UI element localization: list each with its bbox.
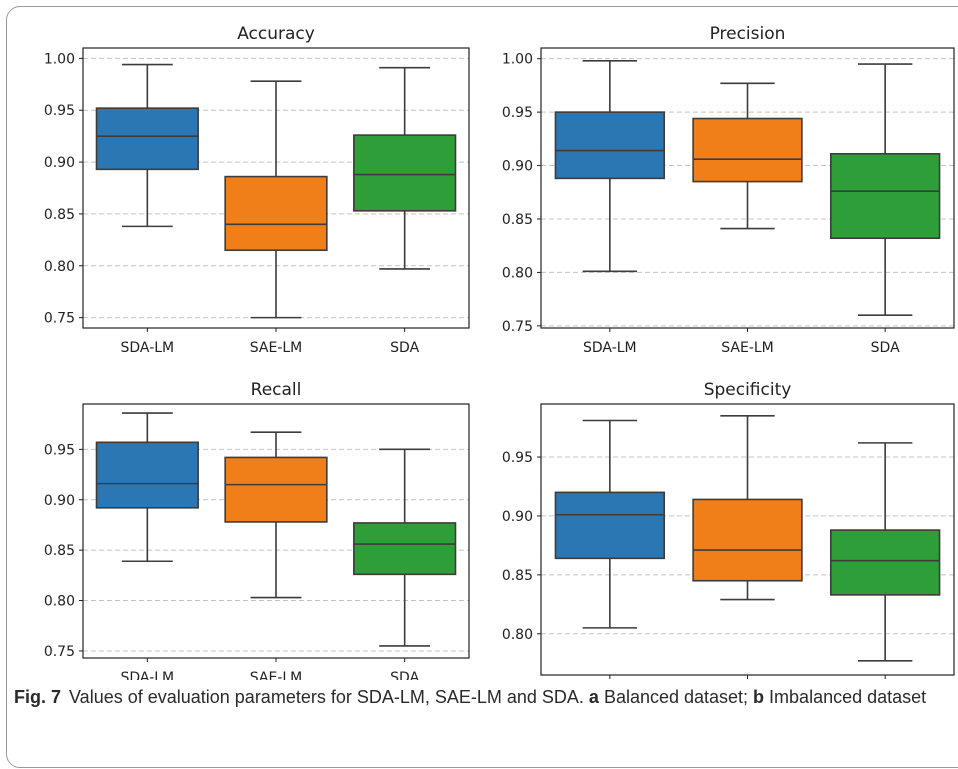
y-tick-label: 0.90	[502, 159, 533, 175]
y-tick-label: 0.75	[502, 319, 533, 335]
box-body	[692, 498, 803, 582]
box-body	[554, 491, 666, 560]
box-sda	[829, 63, 941, 316]
x-tick-label: SDA-LM	[583, 340, 637, 356]
caption-text-1: Values of evaluation parameters for SDA-…	[69, 687, 589, 707]
y-tick-label: 1.00	[502, 52, 533, 68]
box-body	[224, 175, 328, 252]
y-tick-label: 0.85	[44, 543, 75, 559]
caption-panel-b: b	[753, 687, 765, 707]
y-tick-label: 1.00	[44, 51, 75, 67]
y-tick-label: 0.95	[44, 442, 75, 458]
x-tick-label: SDA	[390, 670, 419, 680]
y-tick-label: 0.90	[502, 509, 533, 525]
y-tick-label: 0.95	[502, 450, 533, 466]
x-tick-label: SDA	[390, 340, 419, 356]
plot-frame	[540, 47, 955, 329]
figure-frame	[6, 6, 958, 768]
chart-title: Precision	[710, 24, 786, 44]
box-body	[353, 134, 457, 212]
y-tick-label: 0.80	[44, 594, 75, 610]
chart-title: Accuracy	[237, 24, 315, 44]
y-tick-label: 0.85	[502, 212, 533, 228]
x-tick-label: SAE-LM	[721, 340, 774, 356]
x-tick-label: SDA-LM	[121, 340, 175, 356]
y-tick-label: 0.95	[502, 105, 533, 121]
chart-panel-precision: 0.75 0.80 0.85 0.90 0.95 1.00 SDA-LM SAE-LM SDA P…	[502, 24, 955, 356]
y-tick-label: 0.75	[44, 644, 75, 660]
plot-frame	[540, 403, 955, 676]
box-sda	[353, 448, 457, 647]
y-tick-label: 0.90	[44, 493, 75, 509]
y-tick-label: 0.90	[44, 155, 75, 171]
box-sda-lm	[95, 63, 199, 228]
chart-panel-accuracy: 0.75 0.80 0.85 0.90 0.95 1.00 SDA-LM SAE-LM SDA A…	[44, 24, 470, 356]
chart-title: Recall	[251, 380, 302, 400]
x-tick-label: SDA-LM	[121, 670, 175, 680]
box-body	[554, 111, 666, 180]
box-body	[829, 153, 941, 240]
plot-frame	[82, 47, 470, 329]
caption-text-2: Balanced dataset;	[598, 687, 754, 707]
y-tick-label: 0.80	[502, 627, 533, 643]
y-tick-label: 0.95	[44, 103, 75, 119]
box-sda	[829, 442, 941, 662]
figure-plots: 0.75 0.80 0.85 0.90 0.95 1.00 SDA-LM SAE-LM SDA A…	[44, 24, 955, 680]
box-body	[224, 456, 328, 523]
y-tick-label: 0.75	[44, 311, 75, 327]
y-tick-label: 0.80	[502, 265, 533, 281]
x-tick-label: SDA	[871, 340, 900, 356]
box-sda-lm	[95, 412, 199, 563]
box-body	[692, 117, 803, 183]
box-body	[95, 441, 199, 509]
box-body	[829, 529, 941, 596]
chart-panel-specificity: 0.800.850.900.95SDA-LMSAE-LMSDASpecifici…	[502, 380, 955, 679]
box-body	[353, 522, 457, 576]
x-tick-label: SAE-LM	[250, 340, 303, 356]
chart-panel-recall: 0.75 0.80 0.85 0.90 0.95 SDA-LM SAE-LM SDA Recal…	[44, 380, 470, 680]
box-sda-lm	[554, 60, 666, 273]
x-tick-label: SAE-LM	[250, 670, 303, 680]
caption-panel-a: a	[588, 687, 599, 707]
chart-title: Specificity	[704, 380, 792, 400]
box-sae-lm	[692, 82, 803, 230]
caption-text-3: Imbalanced dataset	[764, 687, 927, 707]
y-tick-label: 0.85	[44, 207, 75, 223]
box-sda-lm	[554, 419, 666, 629]
y-tick-label: 0.80	[44, 259, 75, 275]
box-body	[95, 107, 199, 171]
figure-label: Fig. 7	[14, 687, 62, 707]
figure-caption: Fig. 7 Values of evaluation parameters fo…	[14, 686, 944, 709]
y-tick-label: 0.85	[502, 568, 533, 584]
box-sae-lm	[224, 80, 328, 319]
box-sae-lm	[692, 414, 803, 601]
plot-frame	[82, 403, 470, 659]
box-sda	[353, 66, 457, 270]
box-sae-lm	[224, 431, 328, 599]
